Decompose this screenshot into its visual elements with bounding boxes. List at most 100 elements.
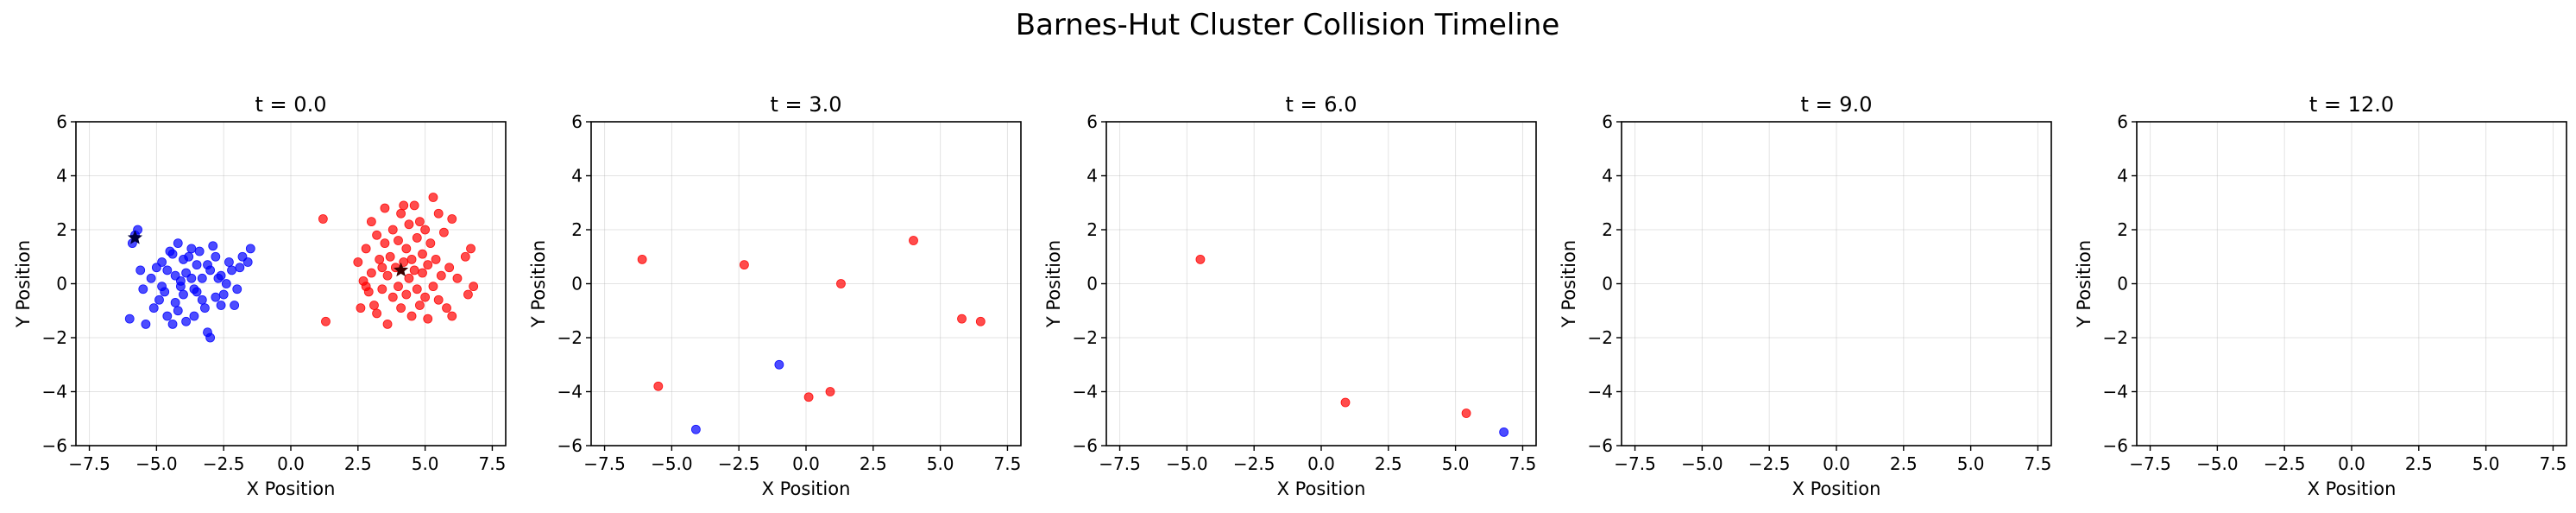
scatter-point <box>469 282 479 292</box>
x-tick-label: −7.5 <box>583 453 626 474</box>
scatter-point <box>1499 427 1509 437</box>
scatter-point <box>157 282 167 292</box>
x-tick-label: −5.0 <box>1166 453 1208 474</box>
scatter-point <box>208 241 218 251</box>
scatter-point <box>418 268 427 278</box>
scatter-point <box>170 297 180 307</box>
x-axis-label: X Position <box>762 478 851 499</box>
x-tick-label: 0.0 <box>1823 453 1850 474</box>
scatter-point <box>394 236 403 245</box>
scatter-point <box>412 232 422 243</box>
scatter-point <box>460 251 470 262</box>
x-tick-label: −2.5 <box>203 453 245 474</box>
y-tick-label: −6 <box>2103 435 2128 456</box>
scatter-point <box>372 230 382 240</box>
y-tick-label: −6 <box>1073 435 1098 456</box>
x-tick-label: 7.5 <box>994 453 1022 474</box>
scatter-point <box>909 236 918 245</box>
scatter-point <box>414 301 425 310</box>
scatter-point <box>428 282 438 292</box>
y-tick-label: 4 <box>1602 166 1613 187</box>
scatter-point <box>394 282 403 292</box>
scatter-point <box>192 287 202 297</box>
x-tick-label: 0.0 <box>2338 453 2365 474</box>
scatter-point <box>420 292 431 302</box>
x-tick-label: 0.0 <box>1307 453 1335 474</box>
y-tick-label: 0 <box>2117 274 2128 294</box>
scatter-point <box>216 301 226 310</box>
scatter-point <box>154 294 164 305</box>
scatter-point <box>418 249 427 259</box>
scatter-point <box>148 303 159 314</box>
series-2 <box>318 193 479 329</box>
scatter-point <box>447 214 457 224</box>
scatter-point <box>203 260 212 270</box>
scatter-point <box>353 257 363 267</box>
scatter-point <box>436 270 446 281</box>
subplot-grid: −7.5 −5.0 −2.5 0.0 2.5 5.0 7.5 −6 −4 −2 0 2 4 6 t = 0.… <box>13 92 2567 499</box>
x-tick-label: 5.0 <box>2472 453 2500 474</box>
x-tick-label: 0.0 <box>792 453 820 474</box>
scatter-point <box>425 238 436 249</box>
scatter-point <box>211 292 221 302</box>
scatter-point <box>825 387 835 396</box>
y-tick-label: 6 <box>571 111 583 132</box>
scatter-point <box>224 257 234 267</box>
center-of-mass-star-marker <box>127 230 143 244</box>
x-tick-label: 2.5 <box>2405 453 2433 474</box>
x-tick-label: 2.5 <box>1890 453 1918 474</box>
scatter-point <box>385 251 395 262</box>
y-tick-label: −2 <box>1073 327 1098 348</box>
subplot-3: −7.5 −5.0 −2.5 0.0 2.5 5.0 7.5 −6 −4 −2 0 2 4 6 t = 6.… <box>1043 92 1537 499</box>
scatter-point <box>377 284 387 294</box>
figure-title: Barnes-Hut Cluster Collision Timeline <box>1016 8 1560 42</box>
subplot-1: −7.5 −5.0 −2.5 0.0 2.5 5.0 7.5 −6 −4 −2 0 2 4 6 t = 0.… <box>13 92 507 499</box>
x-tick-label: −5.0 <box>135 453 178 474</box>
y-tick-label: 6 <box>56 111 67 132</box>
scatter-point <box>690 424 701 434</box>
scatter-point <box>366 217 376 227</box>
y-tick-label: 0 <box>1602 274 1613 294</box>
x-tick-label: 5.0 <box>1957 453 1985 474</box>
y-tick-label: −4 <box>42 382 67 402</box>
scatter-point <box>957 314 967 324</box>
scatter-point <box>179 289 188 300</box>
scatter-point <box>1340 397 1351 408</box>
scatter-point <box>401 289 412 300</box>
scatter-point <box>404 273 414 283</box>
x-tick-label: −7.5 <box>1614 453 1656 474</box>
series-1 <box>1499 427 1509 437</box>
scatter-point <box>221 279 231 288</box>
scatter-point <box>653 381 664 391</box>
scatter-point <box>197 273 207 283</box>
scatter-point <box>401 244 412 254</box>
x-axis-label: X Position <box>1792 478 1881 499</box>
subplot-title: t = 0.0 <box>255 92 327 117</box>
subplot-title: t = 9.0 <box>1801 92 1873 117</box>
y-tick-label: −2 <box>1588 327 1613 348</box>
scatter-point <box>452 273 463 283</box>
scatter-point <box>245 244 255 254</box>
y-tick-label: 2 <box>2117 219 2128 240</box>
scatter-point <box>181 316 192 326</box>
y-tick-label: −6 <box>557 435 583 456</box>
scatter-point <box>175 276 186 286</box>
y-tick-label: 4 <box>1086 166 1098 187</box>
x-tick-label: −5.0 <box>2196 453 2239 474</box>
scatter-point <box>173 238 183 249</box>
x-tick-label: −2.5 <box>2264 453 2306 474</box>
y-tick-label: 2 <box>1086 219 1098 240</box>
x-tick-label: −2.5 <box>1748 453 1791 474</box>
subplot-title: t = 6.0 <box>1286 92 1357 117</box>
scatter-point <box>1461 408 1471 418</box>
scatter-point <box>414 217 425 227</box>
scatter-point <box>387 225 398 235</box>
x-tick-label: −2.5 <box>718 453 760 474</box>
scatter-point <box>369 301 379 310</box>
x-axis-label: X Position <box>2308 478 2396 499</box>
scatter-point <box>637 254 647 264</box>
x-axis-label: X Position <box>1277 478 1366 499</box>
y-tick-label: −2 <box>2103 327 2128 348</box>
scatter-point <box>242 257 253 267</box>
